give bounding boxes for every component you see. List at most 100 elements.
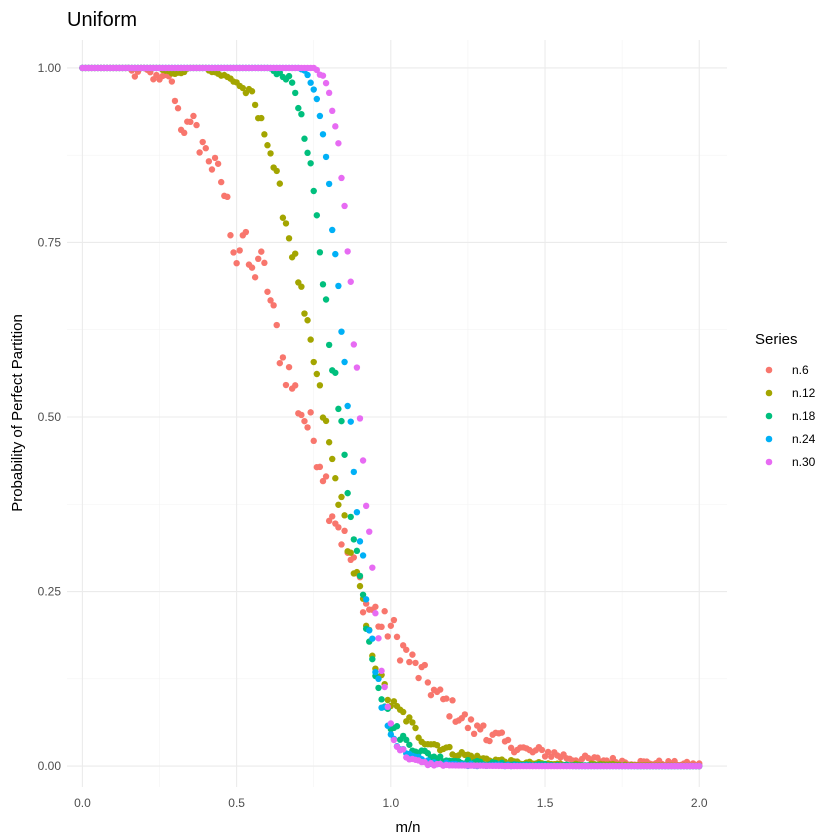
data-point [319, 131, 327, 138]
data-point [375, 684, 382, 692]
grid [67, 40, 727, 787]
legend-label: n.18 [792, 409, 816, 423]
data-point [227, 232, 234, 239]
data-point [298, 411, 305, 419]
data-point [443, 695, 450, 702]
data-point [362, 502, 370, 510]
legend-key [765, 412, 773, 420]
data-point [316, 463, 324, 471]
data-point [307, 409, 314, 416]
data-points [79, 64, 703, 770]
legend-key [765, 458, 773, 466]
data-point [406, 658, 413, 666]
data-point [384, 696, 391, 704]
data-point [276, 359, 284, 367]
data-point [316, 382, 324, 389]
data-point [412, 659, 419, 667]
data-point [403, 736, 410, 744]
data-point [390, 698, 398, 705]
data-point [325, 439, 333, 446]
data-point [359, 591, 367, 598]
data-point [264, 288, 271, 295]
data-point [251, 101, 259, 109]
data-point [504, 736, 512, 744]
data-point [356, 572, 364, 580]
data-point [325, 341, 333, 349]
data-point [248, 264, 256, 271]
data-point [335, 140, 342, 147]
y-tick-label: 0.50 [38, 410, 62, 424]
data-point [372, 610, 379, 617]
y-tick-label: 0.00 [38, 759, 62, 773]
data-point [344, 402, 351, 410]
legend-label: n.12 [792, 386, 816, 400]
data-point [362, 596, 370, 603]
data-point [436, 753, 444, 760]
legend: Series n.6 n.12 n.18 n.24 n.30 [755, 331, 816, 469]
data-point [375, 635, 382, 642]
data-point [329, 226, 336, 234]
x-tick-label: 1.0 [382, 796, 399, 810]
data-point [403, 646, 410, 653]
data-point [193, 121, 200, 129]
x-tick-label: 2.0 [691, 796, 708, 810]
data-point [335, 524, 342, 531]
data-point [267, 297, 274, 304]
data-point [421, 661, 428, 669]
data-point [180, 129, 188, 137]
data-point [338, 541, 345, 548]
data-point [171, 97, 179, 105]
data-point [341, 451, 348, 458]
data-point [285, 235, 293, 242]
legend-label: n.30 [792, 455, 816, 469]
data-point [325, 517, 333, 525]
data-point [378, 623, 385, 631]
data-point [338, 493, 345, 501]
data-point [224, 193, 231, 201]
data-point [436, 686, 444, 693]
y-tick-label: 0.25 [38, 585, 62, 599]
data-point [261, 131, 268, 138]
data-point [292, 89, 299, 97]
data-point [356, 415, 364, 422]
data-point [276, 180, 284, 187]
data-point [288, 79, 296, 86]
data-point [282, 381, 290, 389]
data-point [390, 736, 398, 744]
legend-key [765, 366, 773, 374]
data-point [307, 160, 314, 167]
legend-title: Series [755, 331, 798, 348]
y-tick-label: 1.00 [38, 61, 62, 75]
data-point [446, 713, 453, 720]
data-point [190, 112, 197, 120]
data-point [279, 354, 287, 361]
data-point [313, 370, 321, 378]
data-point [307, 336, 314, 343]
data-point [292, 382, 299, 389]
data-point [341, 527, 348, 535]
legend-key [765, 389, 773, 397]
data-point [332, 250, 339, 258]
y-axis-ticks: 0.00 0.25 0.50 0.75 1.00 [38, 61, 62, 773]
data-point [261, 259, 268, 267]
data-point [486, 737, 493, 745]
data-point [329, 513, 336, 520]
data-point [316, 112, 324, 120]
data-point [538, 746, 546, 754]
legend-label: n.24 [792, 432, 816, 446]
data-point [470, 730, 478, 738]
data-point [464, 724, 472, 732]
data-point [301, 417, 308, 425]
x-axis-label: m/n [395, 819, 420, 836]
data-point [353, 508, 361, 516]
data-point [372, 668, 379, 676]
data-point [406, 714, 413, 721]
data-point [267, 150, 274, 157]
data-point [211, 154, 219, 162]
data-point [335, 501, 342, 508]
data-point [412, 724, 419, 732]
data-point [332, 475, 339, 482]
x-tick-label: 0.0 [74, 796, 91, 810]
data-point [208, 166, 216, 173]
data-point [344, 248, 351, 255]
